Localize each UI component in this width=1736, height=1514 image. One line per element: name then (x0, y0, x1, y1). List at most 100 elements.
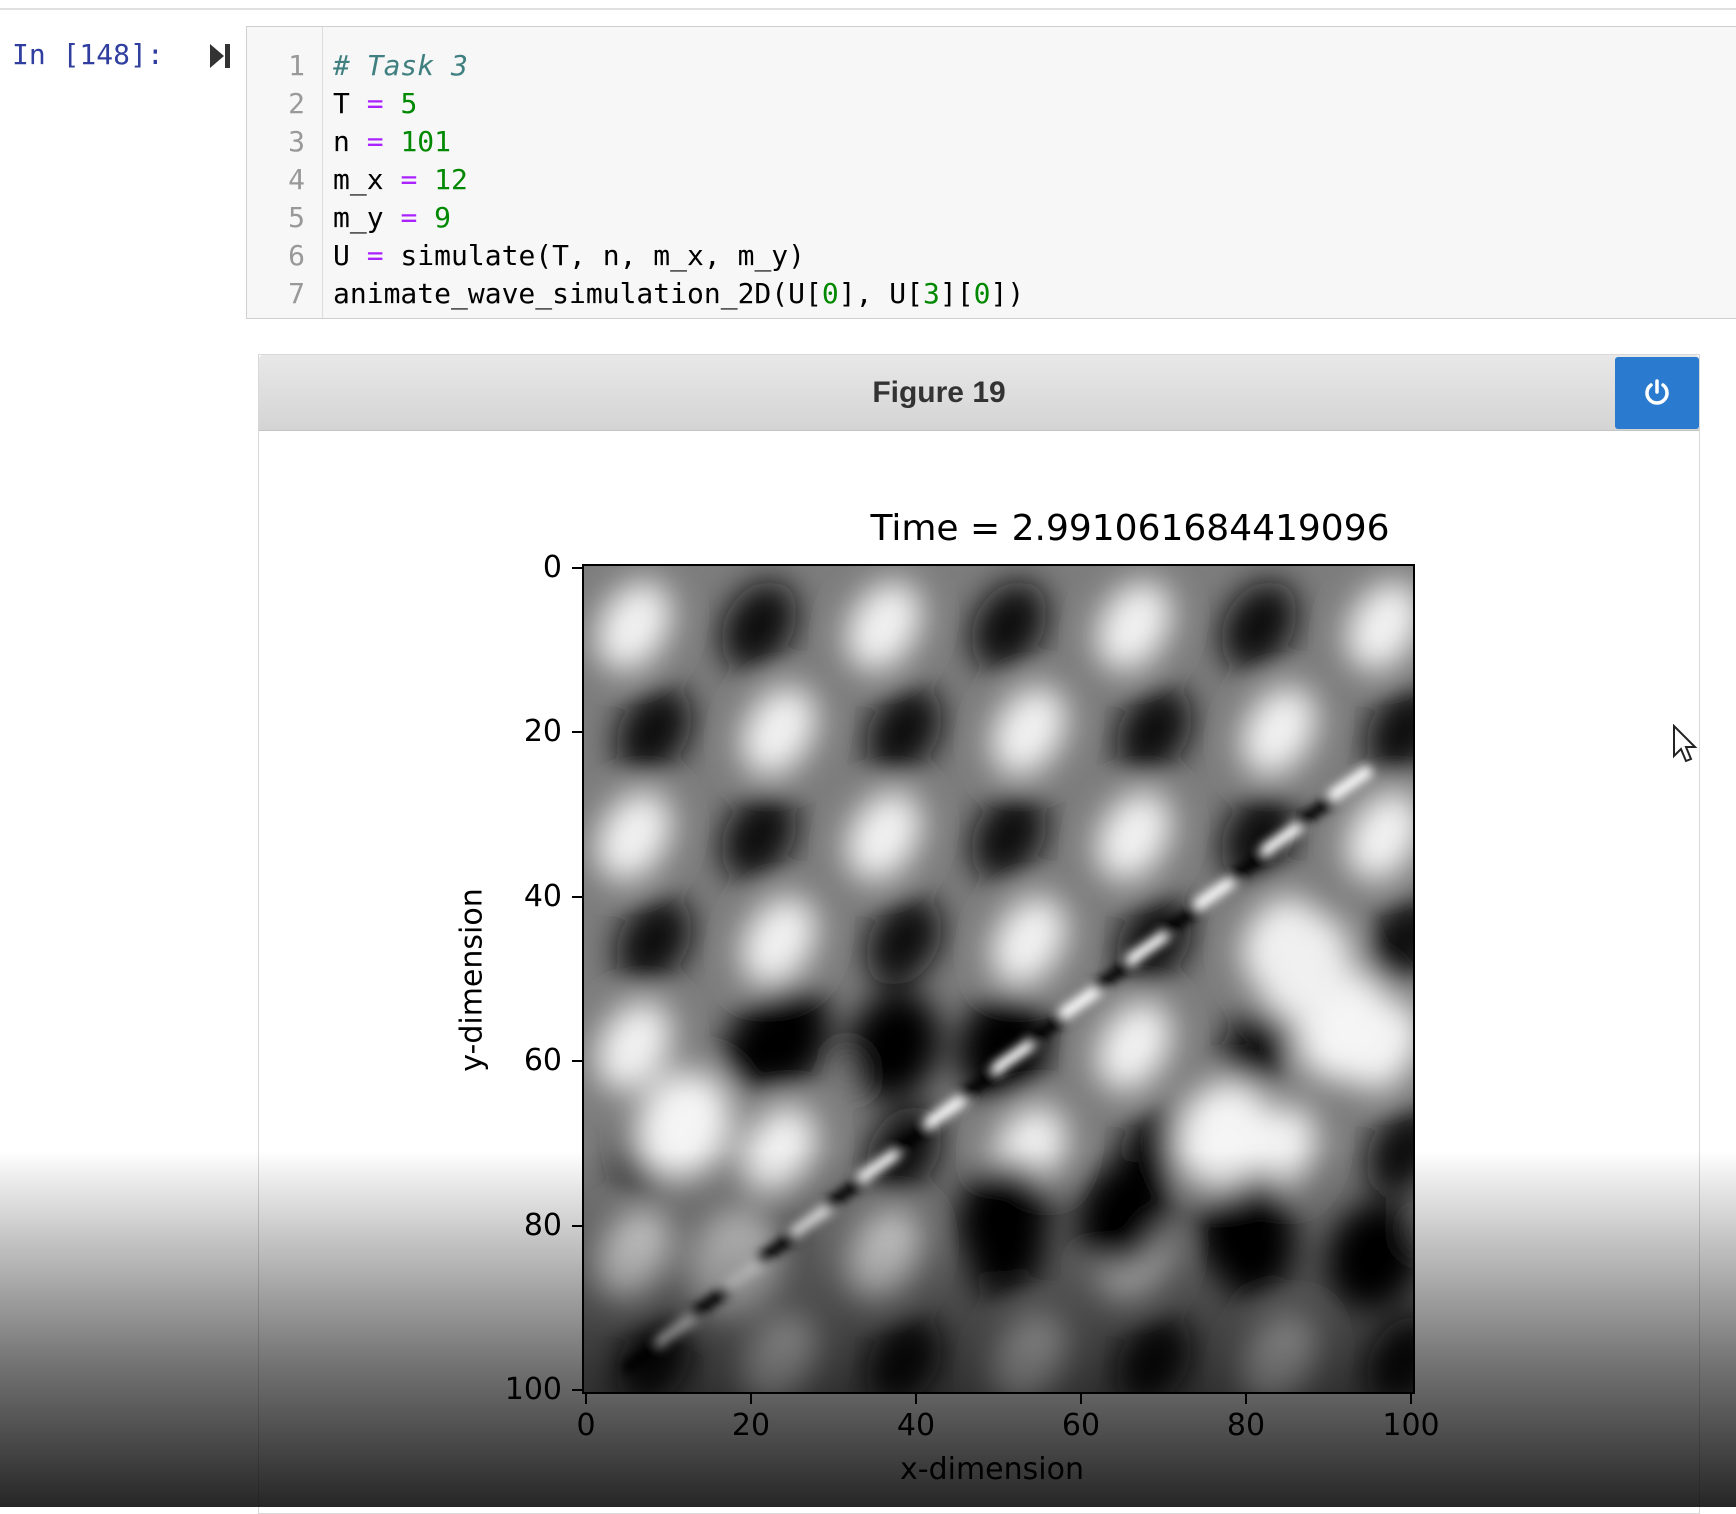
y-tick-label: 0 (542, 550, 562, 585)
code-token: n (333, 125, 367, 158)
wave-blob (1096, 581, 1172, 671)
wave-blob (1116, 686, 1192, 776)
y-tick-mark (572, 731, 582, 734)
x-tick-mark (750, 1394, 752, 1404)
wave-blob (991, 896, 1067, 986)
x-tick-mark (915, 1394, 917, 1404)
wave-blob (991, 686, 1067, 776)
power-icon (1645, 379, 1669, 405)
code-token: U (333, 239, 367, 272)
wave-blob (1221, 581, 1297, 671)
line-number-gutter (247, 27, 323, 318)
code-token: ], U[ (838, 277, 924, 310)
code-token: 3 (923, 277, 940, 310)
code-line: n = 101 (333, 123, 451, 161)
code-token: m_x (333, 163, 401, 196)
code-token (417, 201, 434, 234)
interference-stripe (1293, 791, 1341, 830)
interference-stripe (1259, 818, 1307, 857)
code-token: 12 (434, 163, 468, 196)
wave-blob (596, 791, 672, 881)
y-tick-mark (572, 1389, 582, 1391)
interference-stripe (1091, 955, 1139, 994)
line-number: 4 (288, 163, 305, 196)
x-tick-label: 40 (896, 1408, 936, 1443)
code-token (384, 125, 401, 158)
code-line: U = simulate(T, n, m_x, m_y) (333, 237, 805, 275)
x-axis-label: x-dimension (900, 1452, 1084, 1487)
code-token: 9 (434, 201, 452, 234)
line-number: 1 (288, 49, 305, 82)
wave-blob (1256, 911, 1352, 1021)
line-number: 5 (288, 201, 305, 234)
code-token: # Task 3 (333, 49, 468, 82)
wave-blob (1221, 791, 1297, 881)
interference-stripe (1326, 764, 1374, 803)
code-token (384, 87, 401, 120)
wave-blob (616, 896, 692, 986)
code-token: = (366, 125, 384, 158)
wave-blob (741, 896, 817, 986)
figure-header: Figure 19 (259, 355, 1699, 431)
wave-blob (596, 1001, 672, 1091)
plot-title-text: Time = 2.991061684419096 (870, 508, 1390, 549)
wave-blob (1096, 1001, 1172, 1091)
code-token: = (400, 201, 418, 234)
interference-stripe (1057, 982, 1105, 1021)
code-token: animate_wave_simulation_2D(U[ (333, 277, 822, 310)
y-tick-mark (572, 1060, 582, 1063)
code-line: m_y = 9 (333, 199, 451, 237)
heatmap-svg (584, 566, 1413, 1392)
code-token (417, 163, 434, 196)
code-token: 0 (821, 277, 839, 310)
code-token: T (333, 87, 367, 120)
interference-stripe (1226, 846, 1273, 885)
code-line: T = 5 (333, 85, 417, 123)
wave-blob (616, 686, 692, 776)
wave-blob (1366, 686, 1413, 776)
interference-stripe (923, 1091, 971, 1130)
heatmap-image[interactable] (582, 564, 1415, 1394)
wave-blob (721, 791, 797, 881)
interference-stripe (990, 1037, 1038, 1075)
y-tick-label: 80 (523, 1207, 562, 1243)
wave-blob (736, 981, 832, 1091)
y-tick-label: 60 (523, 1043, 562, 1079)
wave-blob (1221, 1001, 1297, 1091)
interference-stripe (889, 1118, 937, 1157)
wave-blob (721, 581, 797, 671)
code-token: = (366, 87, 384, 120)
y-tick-label: 40 (523, 878, 562, 914)
stop-interaction-button[interactable] (1615, 357, 1699, 429)
run-step-icon (210, 44, 230, 68)
interference-stripe (956, 1064, 1004, 1103)
y-axis-label: y-dimension (454, 888, 490, 1072)
interference-stripe (1192, 873, 1240, 912)
y-tick-label: 20 (523, 714, 562, 750)
code-token: 5 (400, 87, 418, 120)
wave-blob (1096, 791, 1172, 881)
wave-blob (956, 991, 1052, 1101)
code-token: simulate(T, n, m_x, m_y) (383, 239, 806, 272)
x-tick-label: 0 (576, 1408, 596, 1443)
mouse-pointer-icon (1672, 723, 1698, 768)
code-token: 0 (973, 277, 991, 310)
interference-stripe (1024, 1009, 1072, 1048)
code-token: ][ (939, 277, 974, 310)
x-tick-mark (585, 1394, 587, 1404)
wave-blob (846, 581, 922, 671)
wave-blob (1346, 581, 1413, 671)
wave-blob (846, 791, 922, 881)
wave-blob (971, 581, 1047, 671)
plot-title: Time = 2.991061684419096 (0, 508, 1736, 549)
wave-blob (846, 991, 942, 1101)
input-prompt: In [148]: (12, 38, 164, 71)
run-cell-button[interactable] (208, 40, 234, 72)
code-token: = (366, 239, 384, 272)
x-tick-label: 100 (1382, 1408, 1440, 1443)
cell-top-border (0, 0, 1736, 10)
x-tick-label: 60 (1061, 1408, 1101, 1443)
code-token: m_y (333, 201, 401, 234)
x-tick-mark (1410, 1394, 1412, 1404)
